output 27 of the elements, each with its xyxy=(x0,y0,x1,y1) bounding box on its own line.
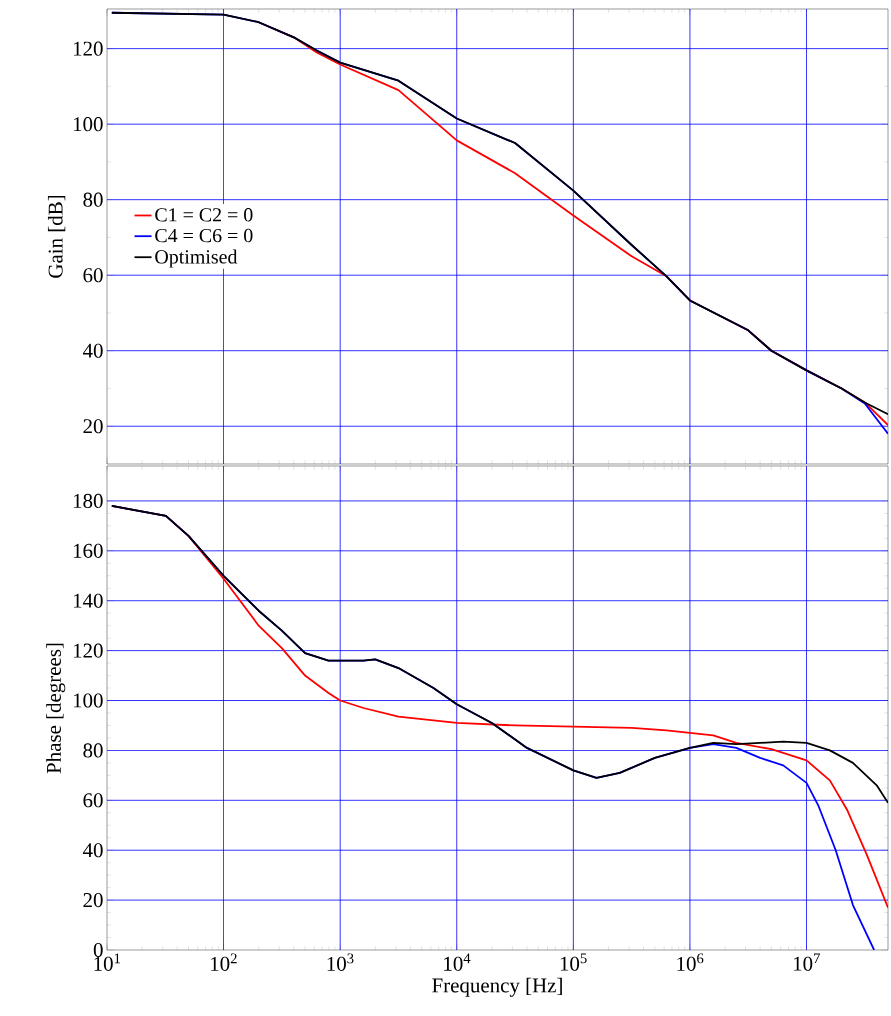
legend-label: C1 = C2 = 0 xyxy=(155,208,253,222)
y-tick-label: 100 xyxy=(73,693,103,708)
x-tick-label: 10$^{5}$ xyxy=(560,953,587,971)
x-tick-label: 10$^{6}$ xyxy=(677,953,704,971)
x-tick-label: 10$^{7}$ xyxy=(793,953,820,971)
x-tick-label: 10$^{4}$ xyxy=(444,953,471,971)
y-axis-title: Phase [degrees] xyxy=(46,643,66,774)
legend-label: C4 = C6 = 0 xyxy=(155,228,253,243)
x-tick-label: 10$^{2}$ xyxy=(211,953,237,971)
y-axis-title: Gain [dB] xyxy=(47,195,66,278)
y-tick-label: 100 xyxy=(73,117,103,132)
y-tick-label: 20 xyxy=(83,419,103,434)
y-tick-label: 60 xyxy=(83,268,103,283)
y-tick-label: 80 xyxy=(83,743,103,758)
x-tick-label: 10$^{3}$ xyxy=(327,953,354,971)
y-tick-label: 140 xyxy=(73,593,103,608)
y-tick-label: 180 xyxy=(73,493,103,508)
y-tick-label: 40 xyxy=(82,843,103,858)
y-tick-label: 160 xyxy=(73,543,103,558)
y-tick-label: 40 xyxy=(82,343,103,358)
legend-label: Optimised xyxy=(155,249,238,268)
y-tick-label: 120 xyxy=(73,41,103,56)
y-tick-label: 60 xyxy=(83,793,103,808)
y-tick-label: 120 xyxy=(73,643,103,658)
y-tick-label: 80 xyxy=(83,192,103,207)
y-tick-label: 20 xyxy=(83,893,103,908)
x-axis-title: Frequency [Hz] xyxy=(432,977,562,997)
